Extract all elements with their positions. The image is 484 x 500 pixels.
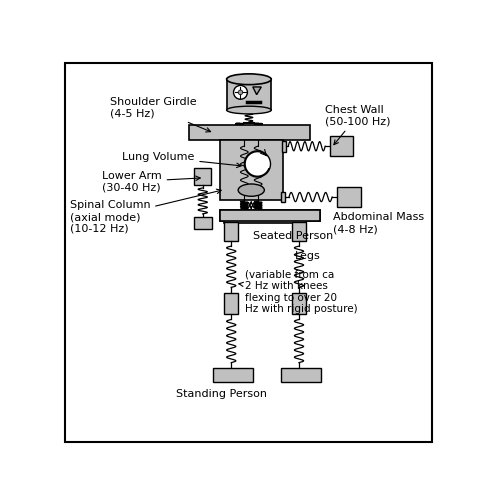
- Bar: [282, 141, 285, 152]
- Bar: [224, 212, 305, 223]
- Circle shape: [233, 86, 247, 100]
- Bar: [188, 124, 309, 140]
- Ellipse shape: [226, 74, 271, 85]
- Bar: [212, 368, 252, 382]
- Text: (variable from ca
2 Hz with knees
flexing to over 20
Hz with rigid posture): (variable from ca 2 Hz with knees flexin…: [239, 270, 357, 314]
- Text: Seated Person: Seated Person: [252, 231, 333, 241]
- Text: Legs: Legs: [294, 251, 319, 261]
- Bar: [291, 292, 305, 314]
- Bar: [337, 187, 360, 207]
- Bar: [281, 192, 285, 202]
- Bar: [194, 168, 211, 184]
- Bar: [226, 79, 271, 110]
- Ellipse shape: [226, 106, 271, 114]
- Text: Shoulder Girdle
(4-5 Hz): Shoulder Girdle (4-5 Hz): [109, 97, 210, 132]
- Text: Abdominal Mass
(4-8 Hz): Abdominal Mass (4-8 Hz): [332, 212, 423, 234]
- Text: Lung Volume: Lung Volume: [121, 152, 241, 168]
- Bar: [193, 217, 212, 228]
- Bar: [219, 210, 319, 221]
- Circle shape: [244, 151, 270, 177]
- Circle shape: [238, 90, 242, 94]
- Bar: [219, 140, 282, 200]
- Bar: [329, 136, 352, 156]
- Text: Chest Wall
(50-100 Hz): Chest Wall (50-100 Hz): [324, 104, 390, 144]
- Bar: [291, 222, 305, 241]
- Text: Lower Arm
(30-40 Hz): Lower Arm (30-40 Hz): [102, 171, 200, 192]
- Text: Standing Person: Standing Person: [176, 389, 267, 399]
- Bar: [224, 222, 238, 241]
- Bar: [224, 292, 238, 314]
- Text: Spinal Column
(axial mode)
(10-12 Hz): Spinal Column (axial mode) (10-12 Hz): [69, 189, 221, 234]
- Bar: [219, 210, 319, 221]
- Ellipse shape: [238, 184, 264, 196]
- Polygon shape: [252, 87, 261, 94]
- Bar: [280, 368, 320, 382]
